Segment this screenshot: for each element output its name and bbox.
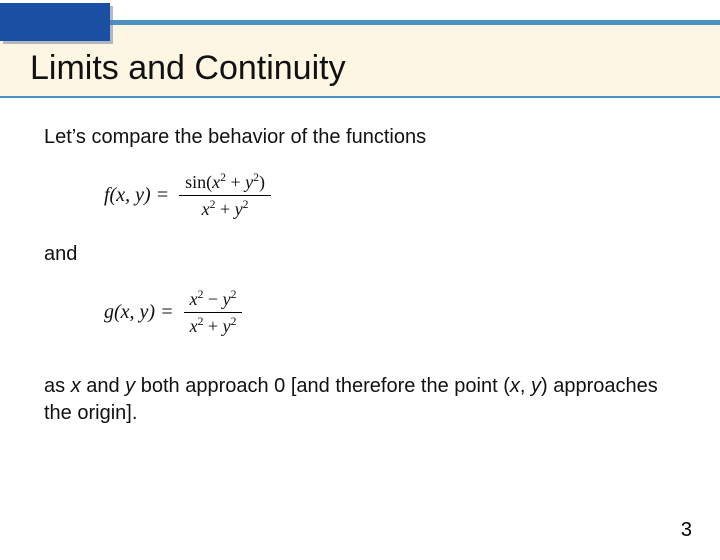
intro-text: Let’s compare the behavior of the functi… — [44, 124, 676, 151]
f-lhs: f(x, y) = — [104, 182, 169, 209]
title-banner: Limits and Continuity — [0, 20, 720, 98]
g-numerator: x2 − y2 — [184, 286, 243, 313]
formula-f: f(x, y) = sin(x2 + y2) x2 + y2 — [104, 169, 676, 223]
conclusion-text: as x and y both approach 0 [and therefor… — [44, 373, 676, 427]
g-fraction: x2 − y2 x2 + y2 — [184, 286, 243, 340]
f-fraction: sin(x2 + y2) x2 + y2 — [179, 169, 271, 223]
g-lhs: g(x, y) = — [104, 299, 174, 326]
formula-g: g(x, y) = x2 − y2 x2 + y2 — [104, 286, 676, 340]
f-denominator: x2 + y2 — [196, 196, 255, 222]
decorative-blue-box — [0, 3, 110, 41]
slide-content: Let’s compare the behavior of the functi… — [0, 98, 720, 427]
g-denominator: x2 + y2 — [184, 313, 243, 339]
page-number: 3 — [681, 519, 692, 542]
connector-text: and — [44, 241, 676, 268]
f-numerator: sin(x2 + y2) — [179, 169, 271, 196]
slide-title: Limits and Continuity — [30, 49, 346, 88]
